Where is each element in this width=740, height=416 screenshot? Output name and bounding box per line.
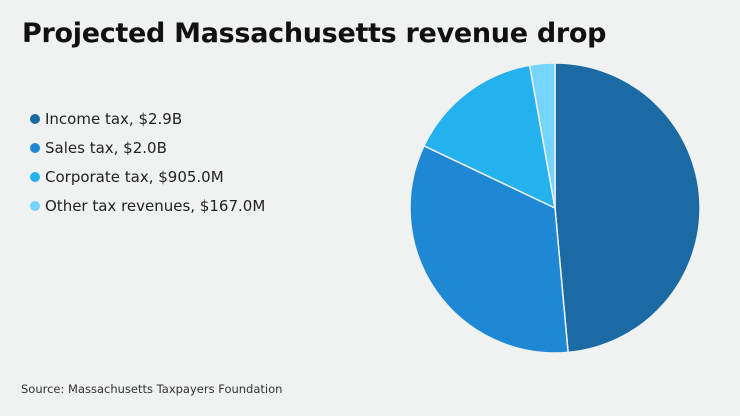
pie-slice-corporate-tax: [423, 64, 556, 209]
chart-title: Projected Massachusetts revenue drop: [22, 18, 607, 49]
legend-swatch-sales-tax: [30, 142, 40, 153]
legend-label-income-tax: Income tax, $2.9B: [45, 109, 183, 128]
legend-swatch-income-tax: [30, 113, 40, 124]
legend-item-other-tax-revenues: Other tax revenues, $167.0M: [30, 191, 265, 220]
source-note: Source: Massachusetts Taxpayers Foundati…: [21, 382, 283, 396]
legend-item-corporate-tax: Corporate tax, $905.0M: [30, 162, 265, 191]
pie-slice-income-tax: [554, 62, 701, 354]
legend-item-income-tax: Income tax, $2.9B: [30, 104, 265, 133]
legend-label-corporate-tax: Corporate tax, $905.0M: [45, 167, 224, 186]
legend-item-sales-tax: Sales tax, $2.0B: [30, 133, 265, 162]
legend-swatch-other-tax-revenues: [30, 200, 40, 211]
legend-swatch-corporate-tax: [30, 171, 40, 182]
pie-slice-other-tax-revenues: [528, 62, 556, 209]
legend-label-sales-tax: Sales tax, $2.0B: [45, 138, 167, 157]
legend-label-other-tax-revenues: Other tax revenues, $167.0M: [45, 196, 266, 215]
pie-slice-sales-tax: [409, 145, 569, 354]
legend: Income tax, $2.9B Sales tax, $2.0B Corpo…: [30, 104, 265, 220]
